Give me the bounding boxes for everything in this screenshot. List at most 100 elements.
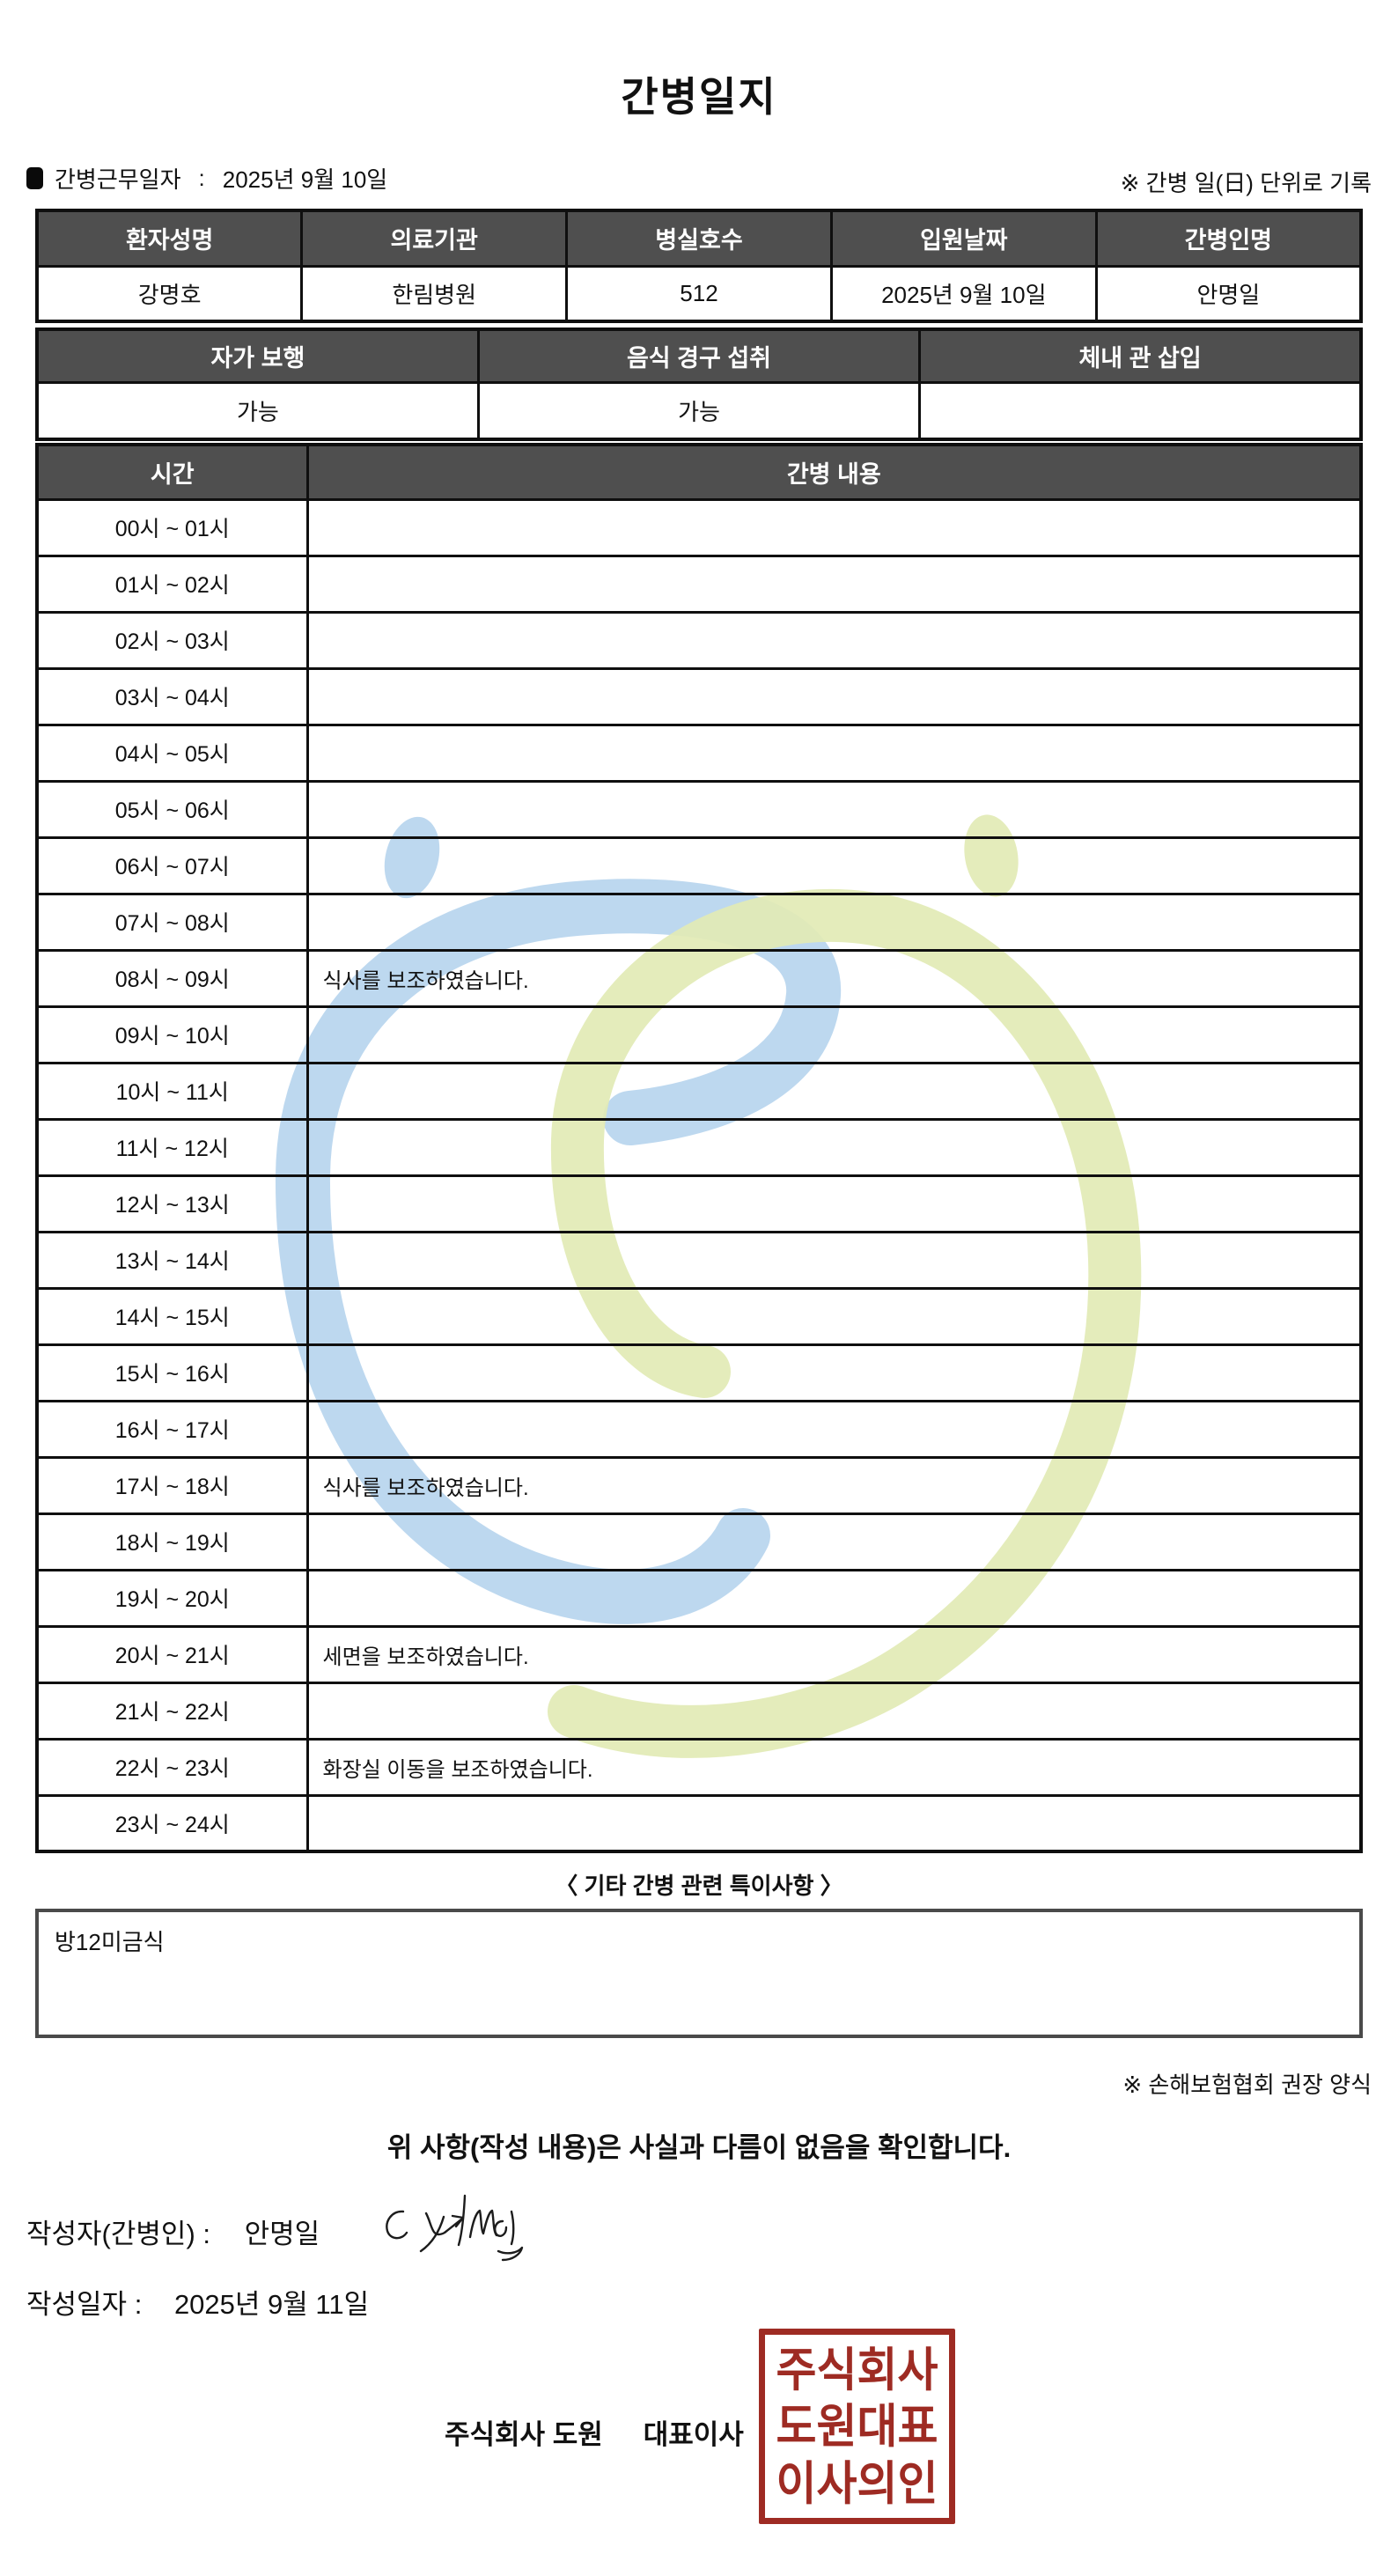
content-cell: [305, 1568, 1363, 1628]
care-work-date-label: 간병근무일자: [55, 166, 181, 193]
content-cell: 화장실 이동을 보조하였습니다.: [305, 1737, 1363, 1797]
schedule-row: 09시 ~ 10시: [35, 1005, 1363, 1064]
time-cell: 21시 ~ 22시: [35, 1681, 309, 1741]
stamp-text-row: 주식회사: [776, 2343, 938, 2396]
header-time: 시간: [35, 443, 309, 501]
value-patient-name: 강명호: [35, 264, 304, 323]
time-cell: 14시 ~ 15시: [35, 1286, 309, 1346]
schedule-row: 19시 ~ 20시: [35, 1568, 1363, 1628]
patient-status-table: 자가 보행 음식 경구 섭취 체내 관 삽입 가능 가능: [35, 328, 1363, 441]
schedule-row: 00시 ~ 01시: [35, 497, 1363, 557]
header-medical-institution: 의료기관: [300, 209, 569, 268]
header-room-number: 병실호수: [565, 209, 833, 268]
confirmation-statement: 위 사항(작성 내용)은 사실과 다름이 없음을 확인합니다.: [386, 2132, 1012, 2163]
schedule-row: 05시 ~ 06시: [35, 779, 1363, 839]
value-room-number: 512: [565, 264, 833, 323]
value-caregiver-name: 안명일: [1094, 264, 1363, 323]
schedule-row: 04시 ~ 05시: [35, 723, 1363, 783]
patient-info-header-row: 환자성명 의료기관 병실호수 입원날짜 간병인명: [35, 209, 1363, 268]
schedule-header-row: 시간 간병 내용: [35, 443, 1363, 501]
value-oral-intake: 가능: [476, 380, 922, 441]
content-cell: [305, 1117, 1363, 1177]
content-cell: [305, 1343, 1363, 1402]
schedule-row: 13시 ~ 14시: [35, 1230, 1363, 1290]
schedule-row: 18시 ~ 19시: [35, 1512, 1363, 1571]
unit-note: ※ 간병 일(日) 단위로 기록: [1120, 170, 1372, 196]
time-cell: 23시 ~ 24시: [35, 1793, 309, 1853]
value-internal-tube: [918, 380, 1363, 441]
content-cell: [305, 835, 1363, 895]
time-cell: 11시 ~ 12시: [35, 1117, 309, 1177]
time-cell: 08시 ~ 09시: [35, 948, 309, 1008]
bullet-square-icon: [26, 167, 43, 189]
content-cell: [305, 1793, 1363, 1853]
stamp-text-row: 도원대표: [776, 2400, 938, 2453]
time-cell: 15시 ~ 16시: [35, 1343, 309, 1402]
time-cell: 04시 ~ 05시: [35, 723, 309, 783]
time-cell: 05시 ~ 06시: [35, 779, 309, 839]
colon-separator: :: [198, 165, 205, 191]
care-work-date: 간병근무일자 : 2025년 9월 10일: [26, 162, 387, 195]
content-cell: 세면을 보조하였습니다.: [305, 1624, 1363, 1684]
special-notes-heading: 〈 기타 간병 관련 특이사항 〉: [555, 1873, 843, 1899]
schedule-row: 23시 ~ 24시: [35, 1793, 1363, 1853]
written-date-line: 작성일자 : 2025년 9월 11일: [26, 2282, 369, 2322]
content-cell: [305, 554, 1363, 614]
schedule-row: 08시 ~ 09시 식사를 보조하였습니다.: [35, 948, 1363, 1008]
status-header-row: 자가 보행 음식 경구 섭취 체내 관 삽입: [35, 328, 1363, 384]
recommended-form-note: ※ 손해보험협회 권장 양식: [1122, 2072, 1372, 2098]
content-cell: [305, 723, 1363, 783]
time-cell: 07시 ~ 08시: [35, 892, 309, 952]
writer-name: 안명일: [244, 2219, 320, 2249]
patient-info-table: 환자성명 의료기관 병실호수 입원날짜 간병인명 강명호 한림병원 512 20…: [35, 209, 1363, 323]
writer-line: 작성자(간병인) : 안명일: [26, 2212, 320, 2251]
time-cell: 06시 ~ 07시: [35, 835, 309, 895]
content-cell: [305, 1286, 1363, 1346]
schedule-row: 20시 ~ 21시 세면을 보조하였습니다.: [35, 1624, 1363, 1684]
schedule-row: 22시 ~ 23시 화장실 이동을 보조하였습니다.: [35, 1737, 1363, 1797]
schedule-row: 16시 ~ 17시: [35, 1399, 1363, 1459]
written-date-value: 2025년 9월 11일: [173, 2289, 370, 2320]
schedule-row: 12시 ~ 13시: [35, 1174, 1363, 1233]
content-cell: [305, 1005, 1363, 1064]
hourly-care-table: 시간 간병 내용 00시 ~ 01시 01시 ~ 02시 02시 ~ 03시 0…: [35, 443, 1363, 1853]
schedule-row: 07시 ~ 08시: [35, 892, 1363, 952]
schedule-row: 17시 ~ 18시 식사를 보조하였습니다.: [35, 1455, 1363, 1515]
content-cell: [305, 779, 1363, 839]
time-cell: 10시 ~ 11시: [35, 1061, 309, 1121]
stamp-text-row: 이사의인: [776, 2456, 938, 2510]
time-cell: 17시 ~ 18시: [35, 1455, 309, 1515]
care-work-date-value: 2025년 9월 10일: [222, 166, 388, 193]
header-internal-tube: 체내 관 삽입: [918, 328, 1363, 384]
company-name: 주식회사 도원: [445, 2419, 603, 2450]
header-caregiver-name: 간병인명: [1094, 209, 1363, 268]
schedule-row: 10시 ~ 11시: [35, 1061, 1363, 1121]
schedule-row: 21시 ~ 22시: [35, 1681, 1363, 1741]
special-notes-box: 방12미금식: [35, 1909, 1363, 2038]
header-patient-name: 환자성명: [35, 209, 304, 268]
content-cell: [305, 666, 1363, 726]
value-medical-institution: 한림병원: [300, 264, 569, 323]
header-admission-date: 입원날짜: [829, 209, 1098, 268]
content-cell: [305, 1399, 1363, 1459]
content-cell: [305, 1174, 1363, 1233]
special-notes-content: 방12미금식: [55, 1929, 165, 1955]
schedule-row: 14시 ~ 15시: [35, 1286, 1363, 1346]
value-self-walking: 가능: [35, 380, 480, 441]
time-cell: 02시 ~ 03시: [35, 610, 309, 670]
value-admission-date: 2025년 9월 10일: [829, 264, 1098, 323]
time-cell: 18시 ~ 19시: [35, 1512, 309, 1571]
schedule-row: 15시 ~ 16시: [35, 1343, 1363, 1402]
time-cell: 22시 ~ 23시: [35, 1737, 309, 1797]
signature-handwriting: [386, 2194, 524, 2262]
header-care-content: 간병 내용: [305, 443, 1363, 501]
content-cell: [305, 610, 1363, 670]
time-cell: 09시 ~ 10시: [35, 1005, 309, 1064]
time-cell: 13시 ~ 14시: [35, 1230, 309, 1290]
time-cell: 16시 ~ 17시: [35, 1399, 309, 1459]
schedule-row: 01시 ~ 02시: [35, 554, 1363, 614]
header-self-walking: 자가 보행: [35, 328, 480, 384]
written-date-label: 작성일자 :: [26, 2289, 143, 2320]
status-value-row: 가능 가능: [35, 380, 1363, 441]
content-cell: [305, 497, 1363, 557]
